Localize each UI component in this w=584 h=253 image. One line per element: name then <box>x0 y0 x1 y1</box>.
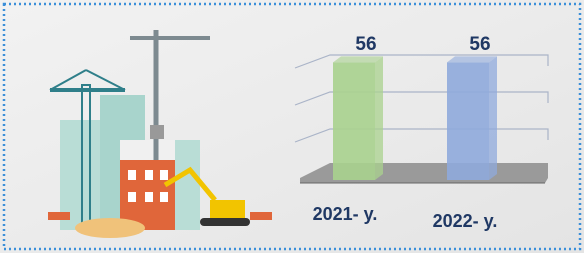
chart: 2021- y. 56 2022- y. 56 <box>0 0 584 253</box>
bar-side <box>489 56 497 180</box>
bar-top <box>333 56 383 62</box>
bar <box>447 62 489 180</box>
value-label: 56 <box>355 34 376 55</box>
value-label: 56 <box>469 34 490 55</box>
x-tick-label: 2021- y. <box>313 204 378 224</box>
x-tick-label: 2022- y. <box>433 211 498 231</box>
bar-top <box>447 56 497 62</box>
bar-side <box>375 56 383 180</box>
bar <box>333 62 375 180</box>
